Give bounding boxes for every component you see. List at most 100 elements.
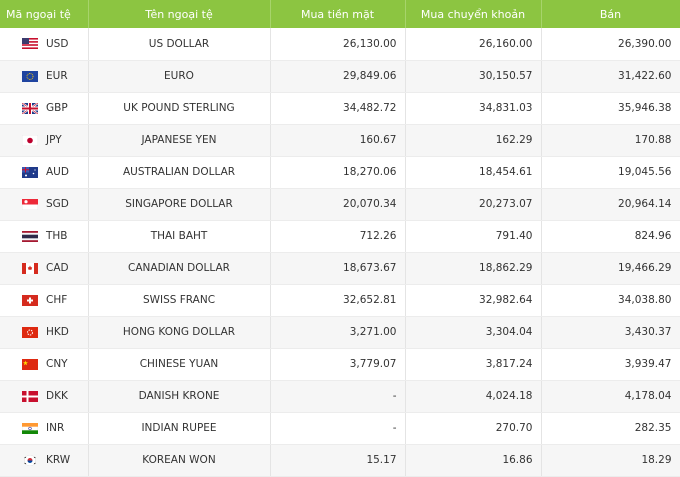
header-row: Mã ngoại tệ Tên ngoại tệ Mua tiền mặt Mua c…	[0, 0, 680, 28]
currency-name: JAPANESE YEN	[88, 124, 271, 157]
currency-code: GBP	[0, 92, 89, 125]
transfer-buy: 18,862.29	[405, 252, 542, 285]
flag-icon	[22, 38, 38, 50]
currency-name: CHINESE YUAN	[88, 348, 271, 381]
flag-icon	[22, 326, 38, 338]
sell: 20,964.14	[541, 188, 680, 221]
rate-row: CNY CHINESE YUAN 3,779.07 3,817.24 3,939.47	[0, 348, 680, 381]
flag-icon	[22, 166, 38, 178]
sell: 18.29	[541, 444, 680, 477]
table-body: USD US DOLLAR 26,130.00 26,160.00 26,390.00 E…	[0, 28, 680, 477]
transfer-buy: 34,831.03	[405, 92, 542, 125]
transfer-buy: 32,982.64	[405, 284, 542, 317]
cash-buy: -	[270, 380, 406, 413]
currency-code: CHF	[0, 284, 89, 317]
flag-icon	[22, 358, 38, 370]
transfer-buy: 4,024.18	[405, 380, 542, 413]
rate-row: DKK DANISH KRONE -4,024.18 4,178.04	[0, 380, 680, 413]
transfer-buy: 791.40	[405, 220, 542, 253]
code-text: HKD	[46, 326, 69, 338]
currency-name: UK POUND STERLING	[88, 92, 271, 125]
currency-name: SINGAPORE DOLLAR	[88, 188, 271, 221]
rate-row: AUD AUSTRALIAN DOLLAR 18,270.06 18,454.61 19…	[0, 156, 680, 189]
sell: 824.96	[541, 220, 680, 253]
rate-row: JPY JAPANESE YEN 160.67 162.29 170.88	[0, 124, 680, 157]
code-text: CAD	[46, 262, 69, 274]
transfer-buy: 16.86	[405, 444, 542, 477]
cash-buy: 18,270.06	[270, 156, 406, 189]
flag-icon	[22, 70, 38, 82]
rate-row: SGD SINGAPORE DOLLAR 20,070.34 20,273.07 20,…	[0, 188, 680, 221]
cash-buy: 15.17	[270, 444, 406, 477]
sell: 31,422.60	[541, 60, 680, 93]
currency-name: THAI BAHT	[88, 220, 271, 253]
code-text: THB	[46, 230, 68, 242]
cash-buy: 29,849.06	[270, 60, 406, 93]
cash-buy: 712.26	[270, 220, 406, 253]
cash-buy: 3,779.07	[270, 348, 406, 381]
currency-code: EUR	[0, 60, 89, 93]
column-header: Tên ngoại tệ	[88, 0, 271, 28]
currency-name: KOREAN WON	[88, 444, 271, 477]
currency-code: CNY	[0, 348, 89, 381]
sell: 19,466.29	[541, 252, 680, 285]
rate-row: KRW KOREAN WON 15.17 16.86 18.29	[0, 444, 680, 477]
sell: 35,946.38	[541, 92, 680, 125]
transfer-buy: 30,150.57	[405, 60, 542, 93]
code-text: USD	[46, 37, 69, 50]
cash-buy: 18,673.67	[270, 252, 406, 285]
flag-icon	[22, 390, 38, 402]
code-text: INR	[46, 422, 65, 434]
code-text: EUR	[46, 70, 68, 82]
column-header: Bán	[541, 0, 680, 28]
rate-row: CAD CANADIAN DOLLAR 18,673.67 18,862.29 19,4…	[0, 252, 680, 285]
currency-code: JPY	[0, 124, 89, 157]
sell: 3,430.37	[541, 316, 680, 349]
cash-buy: 20,070.34	[270, 188, 406, 221]
sell: 3,939.47	[541, 348, 680, 381]
currency-code: CAD	[0, 252, 89, 285]
code-text: CNY	[46, 358, 68, 370]
flag-icon	[21, 134, 39, 146]
currency-code: USD	[0, 28, 89, 61]
currency-name: EURO	[88, 60, 271, 93]
currency-name: AUSTRALIAN DOLLAR	[88, 156, 271, 189]
flag-icon	[22, 294, 38, 306]
transfer-buy: 270.70	[405, 412, 542, 445]
rate-row: HKD HONG KONG DOLLAR 3,271.00 3,304.04 3,430…	[0, 316, 680, 349]
flag-icon	[22, 230, 38, 242]
currency-code: HKD	[0, 316, 89, 349]
currency-name: SWISS FRANC	[88, 284, 271, 317]
code-text: CHF	[46, 294, 68, 306]
transfer-buy: 26,160.00	[405, 28, 542, 61]
sell: 170.88	[541, 124, 680, 157]
cash-buy: 26,130.00	[270, 28, 406, 61]
sell: 34,038.80	[541, 284, 680, 317]
flag-icon	[21, 198, 39, 210]
transfer-buy: 20,273.07	[405, 188, 542, 221]
code-text: GBP	[46, 102, 68, 114]
transfer-buy: 3,304.04	[405, 316, 542, 349]
column-header: Mua tiền mặt	[270, 0, 406, 28]
currency-code: DKK	[0, 380, 89, 413]
rate-row: EUR EURO 29,849.06 30,150.57 31,422.60	[0, 60, 680, 93]
currency-name: DANISH KRONE	[88, 380, 271, 413]
cash-buy: 32,652.81	[270, 284, 406, 317]
code-text: AUD	[46, 166, 69, 178]
code-text: KRW	[46, 454, 71, 466]
currency-name: INDIAN RUPEE	[88, 412, 271, 445]
cash-buy: 34,482.72	[270, 92, 406, 125]
currency-code: KRW	[0, 444, 89, 477]
currency-name: CANADIAN DOLLAR	[88, 252, 271, 285]
sell: 19,045.56	[541, 156, 680, 189]
flag-icon	[21, 422, 39, 434]
column-header: Mua chuyển khoản	[405, 0, 542, 28]
transfer-buy: 162.29	[405, 124, 542, 157]
transfer-buy: 18,454.61	[405, 156, 542, 189]
currency-code: AUD	[0, 156, 89, 189]
currency-code: INR	[0, 412, 89, 445]
flag-icon	[24, 454, 36, 466]
flag-icon	[22, 262, 38, 274]
